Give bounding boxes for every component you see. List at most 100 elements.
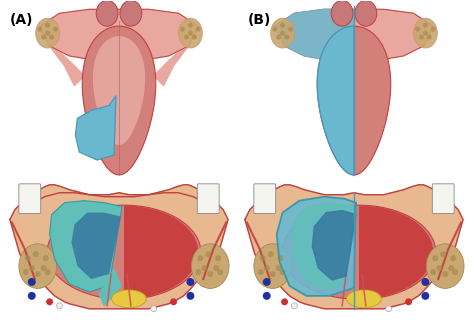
Polygon shape bbox=[317, 26, 354, 175]
Polygon shape bbox=[82, 26, 156, 175]
Polygon shape bbox=[40, 9, 198, 61]
Circle shape bbox=[263, 292, 271, 300]
Ellipse shape bbox=[331, 0, 353, 26]
Circle shape bbox=[423, 31, 428, 36]
Circle shape bbox=[29, 265, 35, 271]
FancyBboxPatch shape bbox=[254, 184, 276, 214]
Ellipse shape bbox=[36, 18, 60, 48]
Ellipse shape bbox=[179, 18, 202, 48]
Ellipse shape bbox=[413, 18, 438, 48]
FancyBboxPatch shape bbox=[432, 184, 454, 214]
Circle shape bbox=[280, 269, 285, 275]
Circle shape bbox=[430, 269, 436, 275]
Circle shape bbox=[276, 265, 282, 271]
Polygon shape bbox=[277, 197, 356, 296]
Ellipse shape bbox=[191, 244, 229, 289]
Circle shape bbox=[427, 35, 432, 39]
Circle shape bbox=[263, 278, 271, 286]
Circle shape bbox=[205, 251, 211, 257]
FancyBboxPatch shape bbox=[197, 184, 219, 214]
Circle shape bbox=[284, 35, 289, 39]
Circle shape bbox=[421, 278, 429, 286]
Circle shape bbox=[260, 255, 266, 261]
Circle shape bbox=[448, 265, 454, 271]
Circle shape bbox=[217, 269, 223, 275]
Circle shape bbox=[215, 255, 221, 261]
Circle shape bbox=[41, 265, 46, 271]
Circle shape bbox=[201, 265, 207, 271]
Circle shape bbox=[45, 269, 51, 275]
Polygon shape bbox=[274, 9, 354, 61]
FancyBboxPatch shape bbox=[19, 184, 41, 214]
Circle shape bbox=[37, 27, 42, 32]
Circle shape bbox=[151, 306, 157, 312]
Polygon shape bbox=[124, 206, 198, 299]
Polygon shape bbox=[359, 206, 433, 299]
Circle shape bbox=[281, 298, 288, 305]
Polygon shape bbox=[10, 185, 228, 309]
Circle shape bbox=[450, 255, 456, 261]
Circle shape bbox=[46, 298, 53, 305]
Circle shape bbox=[276, 35, 281, 39]
Circle shape bbox=[280, 23, 285, 28]
Polygon shape bbox=[317, 26, 391, 175]
Circle shape bbox=[292, 303, 298, 309]
Circle shape bbox=[186, 278, 194, 286]
Circle shape bbox=[436, 265, 442, 271]
Polygon shape bbox=[93, 36, 145, 145]
Polygon shape bbox=[40, 26, 84, 86]
Ellipse shape bbox=[254, 244, 292, 289]
Circle shape bbox=[45, 23, 50, 28]
Circle shape bbox=[53, 27, 58, 32]
Circle shape bbox=[41, 35, 46, 39]
Circle shape bbox=[272, 27, 277, 32]
Polygon shape bbox=[292, 203, 356, 290]
Text: (B): (B) bbox=[248, 13, 271, 27]
Circle shape bbox=[432, 255, 438, 261]
Circle shape bbox=[423, 23, 428, 28]
Circle shape bbox=[28, 278, 36, 286]
Polygon shape bbox=[312, 211, 356, 280]
Circle shape bbox=[43, 255, 49, 261]
Circle shape bbox=[288, 27, 293, 32]
Ellipse shape bbox=[282, 205, 436, 299]
Ellipse shape bbox=[111, 290, 146, 308]
Circle shape bbox=[264, 265, 270, 271]
Circle shape bbox=[195, 269, 201, 275]
Circle shape bbox=[33, 251, 39, 257]
Ellipse shape bbox=[346, 290, 381, 308]
Circle shape bbox=[56, 303, 63, 309]
Circle shape bbox=[35, 271, 41, 277]
Circle shape bbox=[196, 27, 201, 32]
Circle shape bbox=[180, 27, 185, 32]
Circle shape bbox=[197, 255, 203, 261]
Circle shape bbox=[23, 269, 29, 275]
Polygon shape bbox=[50, 201, 122, 292]
Polygon shape bbox=[245, 185, 463, 309]
Ellipse shape bbox=[96, 0, 118, 26]
Circle shape bbox=[188, 23, 193, 28]
Circle shape bbox=[170, 298, 177, 305]
Circle shape bbox=[25, 255, 31, 261]
Circle shape bbox=[405, 298, 412, 305]
Circle shape bbox=[268, 251, 273, 257]
Circle shape bbox=[49, 35, 54, 39]
Text: (A): (A) bbox=[10, 13, 34, 27]
Circle shape bbox=[45, 31, 50, 36]
Circle shape bbox=[28, 292, 36, 300]
Circle shape bbox=[184, 35, 189, 39]
Circle shape bbox=[442, 271, 448, 277]
Circle shape bbox=[415, 27, 420, 32]
Circle shape bbox=[280, 31, 285, 36]
Polygon shape bbox=[99, 269, 121, 306]
Circle shape bbox=[270, 271, 276, 277]
Circle shape bbox=[431, 27, 436, 32]
Circle shape bbox=[192, 35, 197, 39]
Circle shape bbox=[452, 269, 458, 275]
Ellipse shape bbox=[19, 244, 56, 289]
Ellipse shape bbox=[271, 18, 294, 48]
Circle shape bbox=[421, 292, 429, 300]
Polygon shape bbox=[274, 9, 433, 61]
Circle shape bbox=[188, 31, 193, 36]
Circle shape bbox=[419, 35, 424, 39]
